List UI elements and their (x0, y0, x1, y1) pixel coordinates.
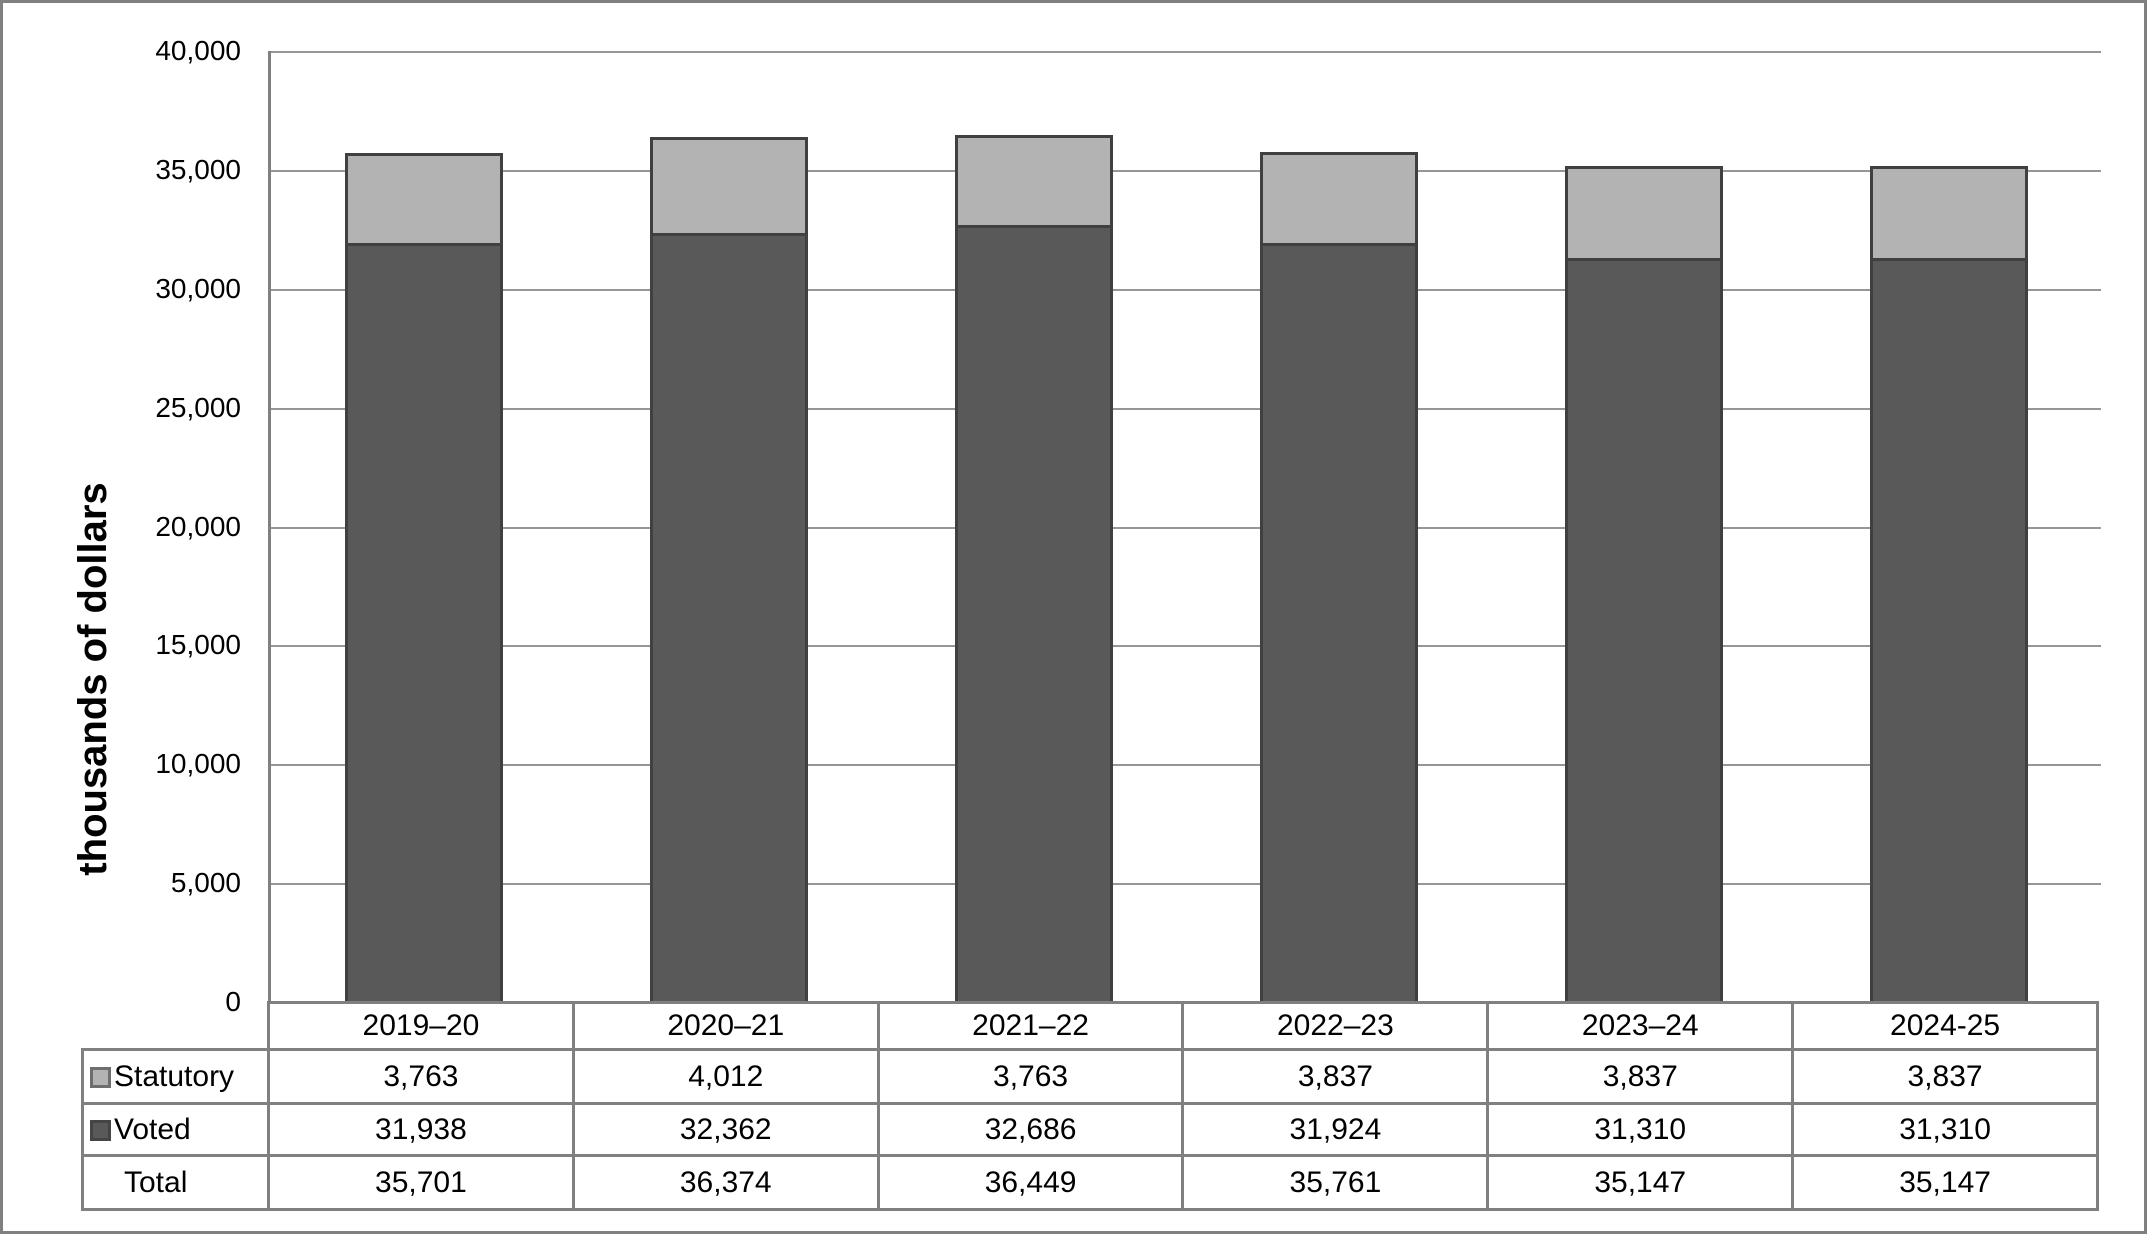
gridline-15000 (271, 645, 2101, 648)
table-cell-voted: 31,924 (1181, 1102, 1490, 1157)
table-cell-voted: 32,362 (571, 1102, 880, 1157)
table-cell-statutory: 3,763 (267, 1048, 575, 1105)
bar-segment-statutory-2023–24 (1564, 166, 1723, 258)
bar-segment-statutory-2020–21 (649, 137, 808, 233)
gridline-20000 (271, 526, 2101, 529)
table-cell-voted: 31,310 (1486, 1102, 1795, 1157)
row-label-voted: Voted (81, 1102, 270, 1157)
table-cell-total: 36,449 (876, 1154, 1185, 1211)
table-ghost-cell (83, 1003, 269, 1050)
bar-segment-voted-2022–23 (1259, 243, 1418, 1002)
table-cell-total: 35,147 (1486, 1154, 1795, 1211)
table-cell-statutory: 3,837 (1486, 1048, 1795, 1105)
table-row-total: Total 35,701 36,374 36,449 35,761 35,147 35,14… (81, 1154, 2099, 1211)
bar-segment-voted-2023–24 (1564, 257, 1723, 1002)
table-cell-total: 35,147 (1791, 1154, 2099, 1211)
y-tick-label-10000: 10,000 (155, 748, 241, 780)
statutory-legend-swatch-icon (90, 1066, 111, 1088)
table-header-year: 2021–22 (876, 1001, 1185, 1051)
table-cell-statutory: 3,837 (1181, 1048, 1490, 1105)
table-cell-voted: 31,310 (1791, 1102, 2099, 1157)
table-cell-statutory: 3,837 (1791, 1048, 2099, 1105)
table-cell-voted: 32,686 (876, 1102, 1185, 1157)
gridline-10000 (271, 764, 2101, 767)
y-tick-label-15000: 15,000 (155, 629, 241, 661)
row-label-text: Total (124, 1165, 188, 1199)
table-row-statutory: Statutory 3,763 4,012 3,763 3,837 3,837 3,837 (81, 1048, 2099, 1105)
bar-segment-statutory-2021–22 (954, 135, 1113, 225)
table-header-year: 2020–21 (571, 1001, 880, 1051)
table-cell-total: 36,374 (571, 1154, 880, 1211)
y-tick-label-20000: 20,000 (155, 510, 241, 542)
bar-segment-voted-2019–20 (344, 242, 503, 1002)
bar-segment-voted-2024-25 (1869, 257, 2028, 1002)
data-table: 2019–20 2020–21 2021–22 2022–23 2023–24 2024-… (81, 1001, 2099, 1211)
y-tick-label-40000: 40,000 (155, 35, 241, 66)
row-label-statutory: Statutory (81, 1048, 270, 1105)
bar-segment-statutory-2022–23 (1259, 151, 1418, 243)
plot-area (268, 51, 2101, 1002)
table-cell-voted: 31,938 (267, 1102, 575, 1157)
gridline-35000 (271, 169, 2101, 172)
bar-segment-statutory-2024-25 (1869, 166, 2028, 258)
bar-segment-voted-2020–21 (649, 232, 808, 1002)
table-header-year: 2022–23 (1181, 1001, 1490, 1051)
gridline-25000 (271, 407, 2101, 410)
gridline-40000 (271, 51, 2101, 53)
gridline-5000 (271, 883, 2101, 886)
table-header-year: 2024-25 (1791, 1001, 2099, 1051)
table-header-year: 2019–20 (267, 1001, 575, 1051)
table-cell-total: 35,761 (1181, 1154, 1490, 1211)
table-cell-statutory: 3,763 (876, 1048, 1185, 1105)
gridline-30000 (271, 288, 2101, 291)
table-row-voted: Voted 31,938 32,362 32,686 31,924 31,310 31,31… (81, 1102, 2099, 1157)
row-label-text: Statutory (114, 1059, 235, 1093)
voted-legend-swatch-icon (90, 1119, 111, 1141)
y-tick-label-25000: 25,000 (155, 391, 241, 423)
table-header-year: 2023–24 (1486, 1001, 1795, 1051)
row-label-text: Voted (114, 1112, 191, 1146)
table-cell-statutory: 4,012 (571, 1048, 880, 1105)
y-tick-label-5000: 5,000 (170, 867, 241, 899)
bar-segment-voted-2021–22 (954, 224, 1113, 1002)
y-tick-label-35000: 35,000 (155, 153, 241, 185)
table-header-row: 2019–20 2020–21 2021–22 2022–23 2023–24 2024-… (83, 1001, 2099, 1051)
row-label-total: Total (81, 1154, 270, 1211)
bar-segment-statutory-2019–20 (344, 153, 503, 243)
table-cell-total: 35,701 (267, 1154, 575, 1211)
y-tick-label-0: 0 (225, 986, 241, 1017)
y-tick-label-30000: 30,000 (155, 272, 241, 304)
